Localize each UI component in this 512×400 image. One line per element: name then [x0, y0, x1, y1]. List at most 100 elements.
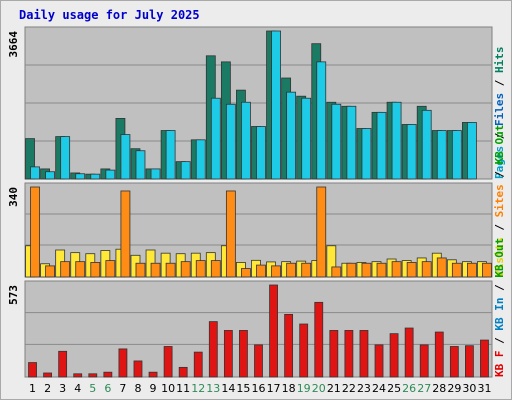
bar-top-files-day-7	[120, 134, 131, 180]
bar-middle-sites-day-1	[30, 186, 40, 278]
bar-top-files-day-1	[30, 166, 40, 180]
bar-middle-sites-day-22	[346, 262, 357, 278]
x-tick-label-day-31: 31	[477, 382, 491, 395]
bar-middle-sites-day-30	[467, 262, 477, 278]
bar-middle-sites-day-8	[135, 262, 146, 278]
bar-middle-sites-day-18	[286, 262, 297, 278]
panel-middle-legend-part-1: Visits	[493, 237, 506, 277]
x-tick-label-day-12: 12	[191, 382, 205, 395]
bar-bottom-kb-f-day-5	[88, 373, 98, 378]
bar-bottom-kb-f-day-8	[133, 360, 143, 378]
bar-middle-sites-day-29	[451, 262, 462, 278]
bar-bottom-kb-f-day-17	[269, 284, 278, 378]
bar-middle-sites-day-2	[45, 265, 55, 278]
bar-bottom-kb-f-day-27	[419, 344, 429, 378]
panel-top-legend-part-1: Pages	[493, 146, 506, 179]
bar-bottom-kb-f-day-10	[163, 346, 173, 378]
x-tick-label-day-11: 11	[176, 382, 190, 395]
bar-top-files-day-24	[376, 111, 387, 180]
x-tick-label-day-9: 9	[150, 382, 157, 395]
bar-middle-sites-day-3	[60, 261, 71, 278]
bar-bottom-kb-f-day-11	[178, 366, 188, 378]
panel-middle-legend-part-2: /	[493, 217, 506, 237]
bar-top-files-day-25	[391, 101, 402, 180]
x-tick-label-day-27: 27	[417, 382, 431, 395]
bar-top-files-day-8	[135, 150, 146, 180]
bar-bottom-kb-f-day-15	[239, 330, 248, 378]
bar-top-files-day-23	[361, 128, 372, 180]
bar-top-files-day-3	[60, 136, 71, 180]
bar-top-files-day-6	[105, 169, 116, 180]
panel-top-ymax-label: 3664	[7, 31, 20, 58]
bar-top-files-day-19	[301, 97, 312, 180]
bar-top-files-day-18	[286, 91, 297, 180]
bar-bottom-kb-f-day-31	[480, 339, 489, 378]
bar-top-files-day-21	[331, 103, 342, 180]
bar-middle-sites-day-16	[256, 264, 266, 278]
x-tick-label-day-18: 18	[282, 382, 296, 395]
x-tick-label-day-5: 5	[89, 382, 96, 395]
bar-middle-sites-day-19	[301, 262, 312, 278]
panel-bottom-legend-part-4: /	[493, 278, 506, 298]
bar-bottom-kb-f-day-28	[434, 331, 444, 378]
panel-bottom-legend-part-1: KB F	[493, 351, 506, 378]
bar-middle-sites-day-28	[436, 257, 447, 278]
bar-middle-sites-day-5	[90, 262, 101, 278]
panel-middle-ymax-label: 340	[7, 187, 20, 207]
x-tick-label-day-29: 29	[447, 382, 461, 395]
x-tick-label-day-21: 21	[327, 382, 341, 395]
bar-bottom-kb-f-day-6	[103, 371, 113, 378]
bar-top-files-day-11	[180, 161, 191, 180]
panel-top-legend-part-2: /	[493, 126, 506, 146]
bar-bottom-kb-f-day-9	[148, 371, 158, 378]
bar-middle-sites-day-4	[75, 261, 86, 278]
bar-middle-sites-day-17	[271, 265, 281, 278]
bar-top-hits-day-1	[25, 138, 35, 180]
bar-bottom-kb-f-day-13	[208, 321, 218, 378]
bar-bottom-kb-f-day-18	[284, 313, 294, 378]
panel-bottom-legend-part-3: KB In	[493, 298, 506, 331]
x-tick-label-day-1: 1	[29, 382, 36, 395]
x-tick-label-day-24: 24	[372, 382, 386, 395]
panel-top-legend-part-4: /	[493, 73, 506, 93]
x-tick-label-day-10: 10	[161, 382, 175, 395]
x-tick-label-day-2: 2	[44, 382, 51, 395]
bar-middle-sites-day-26	[406, 262, 417, 278]
bar-bottom-kb-f-day-23	[359, 330, 369, 378]
panel-middle-legend-part-4: /	[493, 164, 506, 184]
bar-top-files-day-12	[195, 139, 206, 180]
bar-middle-visits-day-21	[326, 245, 337, 278]
x-tick-label-day-16: 16	[252, 382, 266, 395]
bar-top-files-day-10	[165, 130, 176, 180]
bar-middle-sites-day-24	[376, 262, 387, 278]
panel-middle-legend-part-5: KB Out	[493, 125, 506, 165]
bar-top-files-day-22	[346, 105, 357, 180]
bar-middle-sites-day-13	[210, 260, 221, 278]
panel-top-legend-part-3: Files	[493, 93, 506, 126]
bar-middle-sites-day-10	[165, 262, 176, 278]
chart-title: Daily usage for July 2025	[19, 8, 200, 22]
bar-bottom-kb-f-day-26	[404, 327, 414, 378]
x-tick-label-day-20: 20	[312, 382, 326, 395]
bar-middle-sites-day-23	[361, 262, 372, 278]
x-tick-label-day-7: 7	[119, 382, 126, 395]
bar-middle-sites-day-15	[241, 268, 251, 278]
bar-bottom-kb-f-day-25	[389, 333, 399, 378]
bar-bottom-kb-f-day-29	[449, 346, 459, 378]
bar-top-files-day-13	[210, 97, 221, 180]
bar-top-files-day-17	[271, 30, 281, 180]
panel-bottom-ymax-label: 573	[7, 285, 20, 305]
bar-top-files-day-27	[421, 109, 432, 180]
x-tick-label-day-15: 15	[236, 382, 250, 395]
bar-top-files-day-20	[316, 61, 327, 180]
panel-middle-legend-part-3: Sites	[493, 184, 506, 217]
bar-bottom-kb-f-day-22	[344, 330, 354, 378]
bar-bottom-kb-f-day-19	[299, 323, 309, 378]
bar-bottom-kb-f-day-1	[28, 362, 37, 378]
x-tick-label-day-14: 14	[221, 382, 235, 395]
bar-top-files-day-2	[45, 171, 55, 180]
bar-bottom-kb-f-day-14	[223, 330, 233, 378]
bar-bottom-kb-f-day-30	[465, 345, 474, 378]
x-tick-label-day-3: 3	[59, 382, 66, 395]
bar-middle-sites-day-12	[195, 260, 206, 278]
